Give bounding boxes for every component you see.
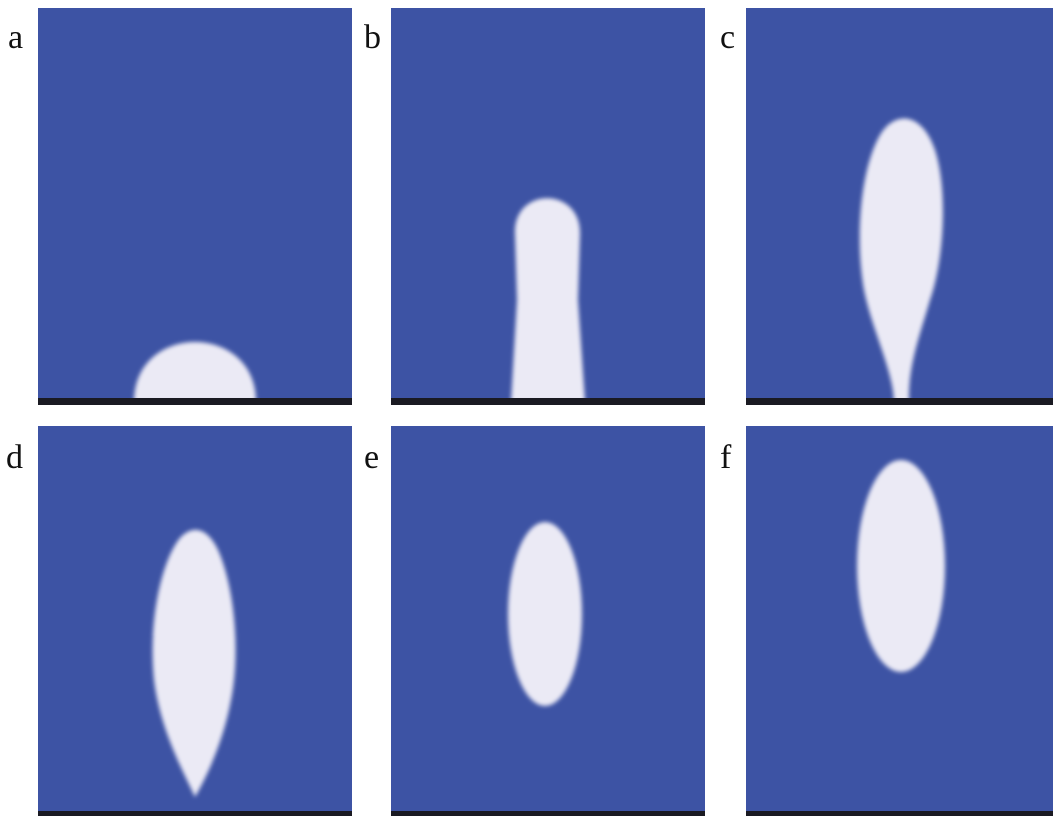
panel-d: d — [6, 426, 352, 816]
panel-c: c — [720, 8, 1053, 405]
panel-label: f — [720, 439, 732, 476]
droplet — [857, 460, 945, 672]
panel-e: e — [364, 426, 705, 816]
panel-edge — [746, 811, 1053, 816]
substrate — [391, 398, 705, 405]
panel-a: a — [8, 8, 352, 405]
panel-f: f — [720, 426, 1053, 816]
panel-label: c — [720, 19, 735, 56]
panel-label: b — [364, 19, 381, 56]
droplet — [508, 522, 582, 706]
panel-label: e — [364, 439, 379, 476]
panel-edge — [38, 811, 352, 816]
panel-label: a — [8, 19, 23, 56]
figure: a b c d e f — [0, 0, 1053, 816]
panel-edge — [391, 811, 705, 816]
panel-b: b — [364, 8, 705, 405]
droplet — [511, 198, 585, 402]
panel-label: d — [6, 439, 23, 476]
substrate — [38, 398, 352, 405]
substrate — [746, 398, 1053, 405]
panel-background — [38, 8, 352, 399]
